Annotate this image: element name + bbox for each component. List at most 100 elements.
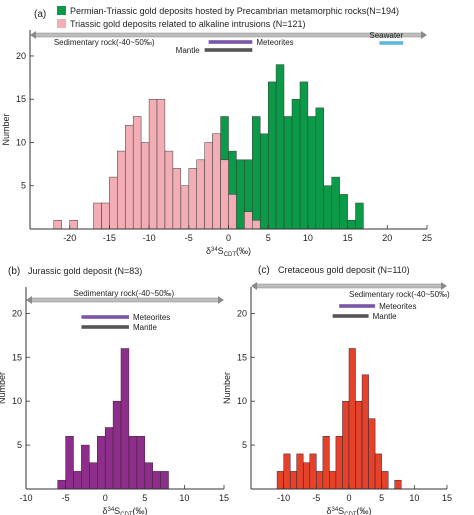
x-tick-label-7: 15 (343, 233, 353, 243)
bar-s1-6 (125, 124, 134, 230)
range-bar-2 (81, 325, 129, 329)
range-bar-2 (332, 314, 369, 318)
chart-panel-2: -10 -5 0 5 10 15 5 10 15 20 Number δ34SCDT(‰) Sedime… (222, 265, 452, 515)
bar-s1-5 (117, 150, 126, 230)
x-label-part-3: CDT (344, 512, 357, 515)
x-label-part-1: 34 (331, 507, 338, 513)
range-bar-1 (81, 315, 129, 319)
x-label-part-3: CDT (120, 512, 133, 515)
range-label-2: Mantle (133, 323, 158, 332)
y-tick-label-0: 5 (242, 440, 247, 450)
bar-s0-13 (160, 471, 169, 490)
bar-s0-10 (342, 400, 350, 490)
range-arrow-left-0 (251, 282, 257, 290)
x-label-part-2: S (114, 506, 120, 515)
chart-title: Jurassic gold deposit (N=83) (28, 266, 142, 276)
bar-s1-21 (252, 220, 261, 230)
bar-s1-12 (172, 168, 182, 230)
y-tick-label-3: 20 (12, 308, 22, 318)
x-tick-label-1: -5 (312, 493, 320, 503)
bar-s0-8 (120, 348, 130, 490)
range-label-2: Mantle (373, 312, 398, 321)
y-tick-label-1: 10 (16, 137, 26, 147)
range-arrow-left-0 (26, 296, 32, 304)
bar-s0-13 (361, 374, 369, 490)
bar-s0-11 (144, 462, 153, 490)
x-tick-label-0: -20 (63, 233, 76, 243)
range-bar-1 (208, 40, 253, 44)
bar-s0-20 (339, 194, 348, 230)
bar-s1-7 (132, 116, 142, 230)
bar-s0-9 (128, 436, 138, 490)
x-label-part-4: (‰) (133, 506, 148, 515)
bar-s0-7 (322, 436, 330, 490)
x-tick-label-3: 5 (142, 493, 147, 503)
bar-s0-9 (252, 116, 261, 230)
bar-s1-15 (196, 159, 205, 230)
bar-s1-13 (180, 185, 190, 230)
bar-s0-17 (394, 479, 402, 490)
bar-s0-19 (331, 176, 340, 230)
bar-s0-0 (276, 471, 284, 490)
range-label-2: Mantle (176, 46, 201, 55)
bar-s1-19 (228, 194, 237, 230)
x-tick-label-3: -5 (185, 233, 193, 243)
bar-s0-5 (309, 453, 317, 490)
bar-s0-17 (315, 107, 324, 230)
bar-s0-16 (307, 116, 317, 230)
range-arrow-left-0 (30, 31, 36, 39)
range-bar-0 (29, 297, 221, 303)
bar-s1-10 (156, 98, 166, 230)
y-tick-label-1: 10 (12, 396, 22, 406)
bar-s1-0 (53, 220, 62, 230)
panel-tag: (c) (258, 265, 270, 276)
bar-s1-1 (69, 220, 78, 230)
range-bar-3 (379, 41, 404, 45)
x-tick-label-2: 0 (103, 493, 108, 503)
x-tick-label-4: 0 (226, 233, 231, 243)
y-axis-label: Number (1, 113, 11, 145)
x-tick-label-0: -10 (277, 493, 290, 503)
bar-s1-2 (93, 202, 102, 230)
range-label-1: Meteorites (256, 38, 293, 47)
range-arrow-right-0 (441, 282, 447, 290)
y-tick-label-0: 5 (21, 181, 26, 191)
x-tick-label-5: 5 (266, 233, 271, 243)
bar-s0-13 (283, 116, 293, 230)
bar-s0-4 (89, 462, 98, 490)
legend-swatch-1 (57, 19, 66, 28)
legend-label-1: Triassic gold deposits related to alkali… (70, 19, 306, 29)
chart-panel-1: -10 -5 0 5 10 15 5 10 15 20 Number δ34SCDT(‰) Sedime… (0, 266, 229, 515)
bar-s0-5 (97, 436, 106, 490)
bar-s0-11 (348, 348, 356, 490)
x-tick-label-1: -5 (62, 493, 70, 503)
bar-s0-7 (112, 400, 122, 490)
bar-s0-14 (291, 98, 301, 230)
x-label-part-0: δ (102, 506, 107, 515)
y-tick-label-2: 15 (12, 352, 22, 362)
bar-s0-8 (329, 471, 337, 490)
range-label-1: Meteorites (133, 313, 170, 322)
x-tick-label-4: 10 (179, 493, 189, 503)
x-axis-label: δ34SCDT(‰) (206, 246, 251, 258)
bar-s0-0 (57, 479, 66, 490)
x-tick-label-2: -10 (143, 233, 156, 243)
x-tick-label-4: 10 (409, 493, 419, 503)
x-tick-label-3: 5 (379, 493, 384, 503)
bar-s0-22 (355, 202, 364, 230)
range-label-3: Seawater (369, 31, 403, 40)
bar-s0-6 (316, 471, 324, 490)
bar-s1-14 (188, 168, 197, 230)
y-tick-label-1: 10 (237, 396, 247, 406)
x-label-part-2: S (218, 246, 224, 256)
bar-s0-1 (65, 436, 74, 490)
bar-s0-6 (104, 427, 114, 490)
bar-s0-21 (347, 220, 356, 230)
bar-s0-14 (368, 418, 376, 490)
bar-s1-18 (220, 159, 229, 230)
bar-s0-7 (236, 159, 245, 230)
bar-s1-9 (148, 98, 158, 230)
x-label-part-4: (‰) (357, 506, 372, 515)
range-label-0: Sedimentary rock(-40~50‰) (349, 290, 450, 299)
